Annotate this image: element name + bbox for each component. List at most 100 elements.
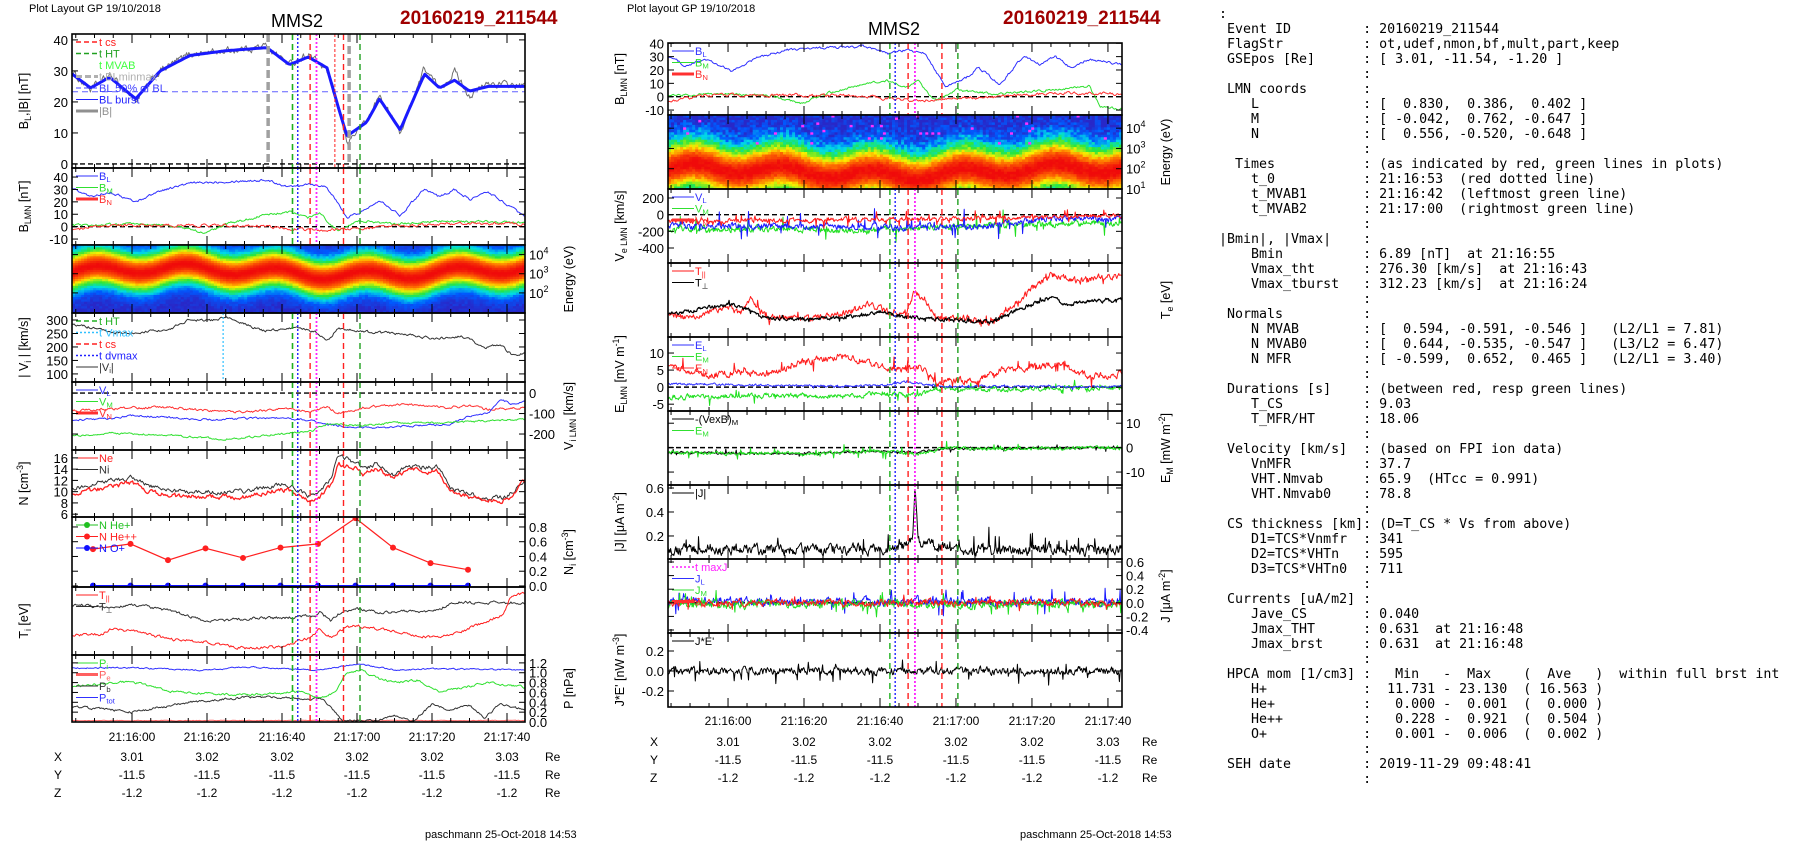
spectrogram-cell [96,301,100,305]
spectrogram-cell [256,285,260,289]
legend-label: BL 50% of BL [99,83,166,95]
spectrogram-cell [340,254,345,257]
spectrogram-cell [192,265,197,269]
spectrogram-cell [96,254,100,257]
spectrogram-cell [452,256,457,260]
spectrogram-cell [111,260,115,264]
spectrogram-cell [226,247,230,251]
spectrogram-cell [81,285,85,289]
spectrogram-cell [99,292,103,296]
spectrogram-cell [443,276,448,280]
spectrogram-cell [494,274,499,278]
spectrogram-cell [346,310,351,313]
spectrogram-cell [346,276,351,280]
spectrogram-cell [334,297,339,300]
spectrogram-cell [509,299,514,303]
spectrogram-cell [485,306,490,310]
spectrogram-cell [301,245,306,248]
spectrogram-cell [153,245,158,248]
spectrogram-cell [494,265,499,269]
spectrogram-cell [310,292,315,296]
spectrogram-cell [207,245,212,248]
spectrogram-cell [401,306,405,310]
spectrogram-cell [162,285,167,289]
spectrogram-cell [189,288,194,291]
legend-entry: t HT [76,49,120,61]
spectrogram-cell [253,283,257,287]
spectrogram-cell [99,279,103,282]
spectrogram-cell [156,292,161,296]
spectrogram-cell [207,306,212,310]
spectrogram-cell [503,297,508,300]
spectrogram-cell [500,269,505,273]
spectrogram-cell [355,247,360,251]
spectrogram-cell [274,288,278,291]
spectrogram-cell [494,303,499,307]
spectrogram-cell [371,285,375,289]
spectrogram-cell [310,294,315,298]
spectrogram-cell [325,260,330,264]
spectrogram-cell [343,269,348,273]
spectrogram-cell [201,292,206,296]
spectrogram-cell [111,279,115,282]
spectrogram-cell [244,306,248,310]
spectrogram-cell [138,265,142,269]
spectrogram-cell [162,260,167,264]
spectrogram-cell [280,283,284,287]
spectrogram-cell [177,306,182,310]
y-tick-label: -10 [49,232,68,247]
spectrogram-cell [165,265,170,269]
spectrogram-cell [207,263,212,266]
spectrogram-cell [310,249,315,253]
spectrogram-cell [431,279,435,282]
spectrogram-cell [102,292,106,296]
spectrogram-cell [81,301,85,305]
spectrogram-cell [162,297,167,300]
spectrogram-cell [368,251,372,255]
spectrogram-cell [129,292,133,296]
spectrogram-cell [497,260,502,264]
spectrogram-cell [268,251,272,255]
spectrogram-cell [337,290,342,294]
spectrogram-cell [352,260,357,264]
spectrogram-cell [389,256,393,260]
spectrogram-cell [168,294,173,298]
spectrogram-cell [304,276,309,280]
spectrogram-cell [220,256,224,260]
spectrogram-cell [413,297,417,300]
spectrogram-cell [189,267,194,271]
spectrogram-cell [519,269,523,273]
legend-label: t Vmax [99,328,134,340]
spectrogram-cell [78,265,82,269]
spectrogram-cell [392,269,396,273]
spectrogram-cell [238,306,242,310]
spectrogram-cell [509,283,514,287]
spectrogram-cell [141,310,146,313]
spectrogram-cell [395,299,399,303]
spectrogram-cell [310,276,315,280]
spectrogram-cell [183,276,188,280]
spectrogram-cell [220,310,224,313]
spectrogram-cell [343,297,348,300]
spectrogram-cell [325,281,330,285]
spectrogram-cell [437,279,441,282]
spectrogram-cell [301,285,306,289]
spectrogram-cell [395,297,399,300]
spectrogram-cell [78,292,82,296]
spectrogram-cell [126,251,130,255]
spectrogram-cell [93,285,97,289]
spectrogram-cell [476,292,481,296]
spectrogram-cell [310,281,315,285]
y-tick-label: 150 [46,353,68,368]
spectrogram-cell [171,267,176,271]
spectrogram-cell [440,263,444,266]
spectrogram-cell [253,256,257,260]
spectrogram-cell [410,306,414,310]
spectrogram-cell [473,258,478,262]
spectrogram-cell [207,294,212,298]
spectrogram-cell [325,297,330,300]
spectrogram-cell [286,285,290,289]
spectrogram-cell [189,256,194,260]
spectrogram-cell [174,251,179,255]
spectrogram-cell [99,254,103,257]
